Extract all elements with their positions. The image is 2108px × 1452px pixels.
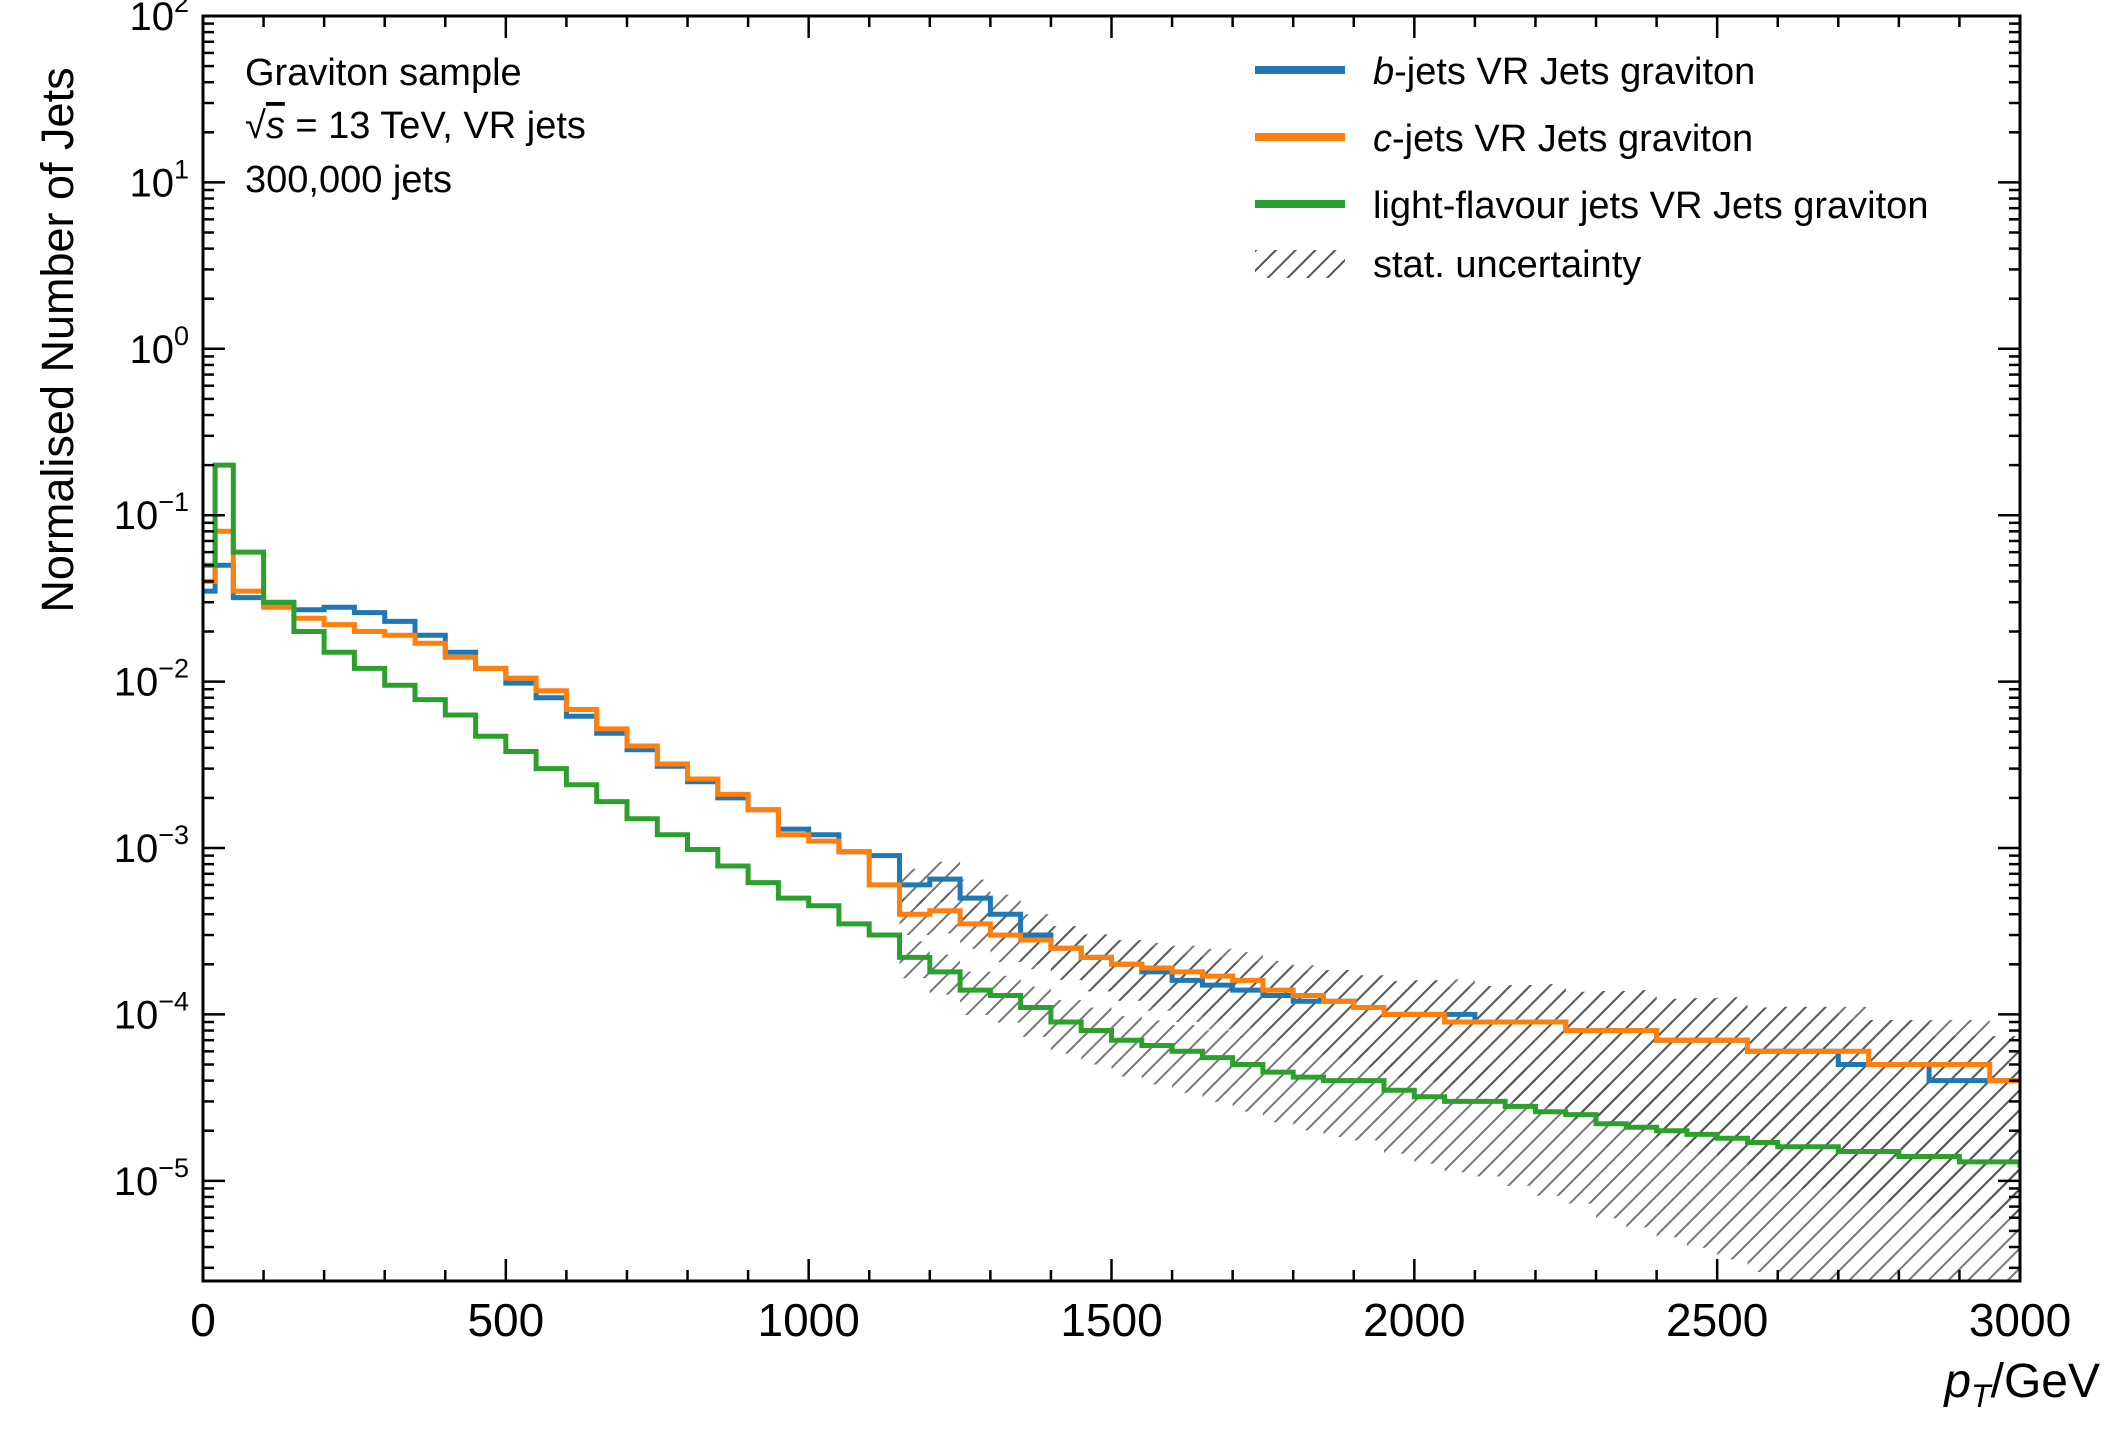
stat-uncertainty-band: [1111, 940, 1142, 1001]
stat-uncertainty-band: [1020, 919, 1051, 970]
x-tick-label: 2500: [1666, 1294, 1768, 1346]
x-axis-label-subscript: T: [1971, 1378, 1993, 1414]
stat-uncertainty-band: [1020, 986, 1051, 1037]
stat-uncertainty-band: [1384, 1057, 1415, 1154]
stat-uncertainty-band: [1565, 1075, 1597, 1204]
axis-ticks: 0 500 1000 1500 2000 2500 3000 102 101 100 10−1 10−…: [114, 0, 2071, 1346]
annotation-block: Graviton sample √s = 13 TeV, VR jets 300…: [245, 52, 586, 201]
stat-uncertainty-band: [960, 971, 991, 1015]
stat-uncertainty-band: [1293, 965, 1324, 1049]
stat-uncertainty-band: [1172, 1025, 1203, 1093]
stat-uncertainty-band: [1686, 1092, 1718, 1248]
annotation-sample: Graviton sample: [245, 52, 522, 94]
stat-uncertainty-band: [1596, 1084, 1627, 1219]
x-tick-label: 500: [467, 1294, 544, 1346]
y-tick-label: 10−1: [114, 487, 189, 538]
stat-uncertainty-band: [1717, 1095, 1748, 1260]
stat-uncertainty-band: [960, 905, 991, 949]
stat-uncertainty-band: [1474, 1065, 1506, 1177]
y-axis-label: Normalised Number of Jets: [32, 67, 83, 612]
stat-uncertainty-band: [1353, 1048, 1385, 1141]
stat-uncertainty-band: [1838, 1107, 1869, 1281]
y-tick-label: 100: [129, 321, 189, 372]
stat-uncertainty-band: [1989, 1117, 2020, 1281]
stat-uncertainty-band: [1081, 934, 1112, 992]
stat-uncertainty-band: [1808, 1102, 1839, 1281]
stat-uncertainty-band: [1293, 1046, 1324, 1131]
x-tick-label: 3000: [1969, 1294, 2071, 1346]
stat-uncertainty-band: [1898, 1112, 1930, 1281]
stat-uncertainty-band: [929, 893, 961, 934]
annotation-energy: √s = 13 TeV, VR jets: [245, 105, 586, 147]
legend-label-c-jets: c-jets VR Jets graviton: [1373, 118, 1753, 160]
y-tick-label: 101: [129, 154, 189, 205]
stat-uncertainty-band: [1262, 1042, 1294, 1123]
stat-uncertainty-band: [1232, 1036, 1263, 1112]
stat-uncertainty-band: [1626, 1086, 1657, 1228]
legend-swatch-hatch: [1255, 250, 1345, 278]
stat-uncertainty-band: [1444, 1066, 1475, 1173]
x-tick-label: 1000: [757, 1294, 859, 1346]
series-line-c-jets: [203, 528, 2020, 1084]
stat-uncertainty-band: [1747, 1098, 1778, 1272]
x-tick-label: 2000: [1363, 1294, 1465, 1346]
legend-item-c-jets: c-jets VR Jets graviton: [1255, 118, 1753, 160]
stat-uncertainty-band: [1505, 1069, 1536, 1186]
y-tick-label: 10−3: [114, 820, 189, 871]
stat-uncertainty-band: [1929, 1112, 1960, 1281]
x-axis-label-unit: /GeV: [1991, 1355, 2100, 1408]
stat-uncertainty-band: [1323, 1049, 1354, 1137]
stat-uncertainty-band: [990, 915, 1021, 963]
sqrt-symbol: √: [245, 105, 266, 147]
stat-uncertainty-band: [1050, 926, 1082, 980]
y-tick-label: 10−5: [114, 1153, 189, 1204]
stat-uncertainty-band: [1081, 1007, 1112, 1065]
legend-item-stat-uncertainty: stat. uncertainty: [1255, 244, 1641, 286]
annotation-njets: 300,000 jets: [245, 159, 452, 201]
series-line-light-jets: [203, 462, 2020, 1168]
sqrt-argument: s: [266, 105, 285, 147]
stat-uncertainty-band: [1323, 970, 1354, 1058]
stat-uncertainty-band: [929, 954, 961, 995]
stat-uncertainty-band: [1777, 1102, 1808, 1281]
legend-label-b-jets: b-jets VR Jets graviton: [1373, 51, 1755, 93]
stat-uncertainty-band: [1262, 960, 1294, 1041]
stat-uncertainty-band: [1535, 1073, 1566, 1196]
stat-uncertainty-band: [1202, 1030, 1233, 1102]
stat-uncertainty-band: [1959, 1117, 1990, 1281]
stat-uncertainty-band: [1656, 1089, 1687, 1238]
stat-uncertainty-band: [1868, 1107, 1899, 1281]
plot-frame: [201, 14, 2022, 1283]
x-axis-label: pT/GeV: [1942, 1355, 2100, 1414]
y-tick-label: 10−4: [114, 986, 189, 1037]
legend-label-light-jets: light-flavour jets VR Jets graviton: [1373, 185, 1928, 227]
stat-uncertainty-band: [1050, 1000, 1082, 1054]
x-axis-label-symbol: p: [1942, 1355, 1971, 1408]
y-tick-label: 102: [129, 0, 189, 39]
energy-text: = 13 TeV, VR jets: [285, 105, 586, 147]
legend-item-light-jets: light-flavour jets VR Jets graviton: [1255, 185, 1928, 227]
legend-label-stat-uncertainty: stat. uncertainty: [1373, 244, 1641, 286]
plot-area: [203, 462, 2020, 1281]
stat-uncertainty-band: [1414, 1062, 1445, 1164]
legend-item-b-jets: b-jets VR Jets graviton: [1255, 51, 1755, 93]
stat-uncertainty-band: [1141, 942, 1173, 1007]
y-tick-label: 10−2: [114, 654, 189, 705]
legend: b-jets VR Jets graviton c-jets VR Jets g…: [1255, 51, 1928, 286]
stat-uncertainty-band: [1111, 1016, 1142, 1077]
x-tick-label: 1500: [1060, 1294, 1162, 1346]
x-tick-label: 0: [190, 1294, 216, 1346]
stat-uncertainty-band: [990, 975, 1021, 1023]
stat-uncertainty-band: [1141, 1020, 1173, 1085]
